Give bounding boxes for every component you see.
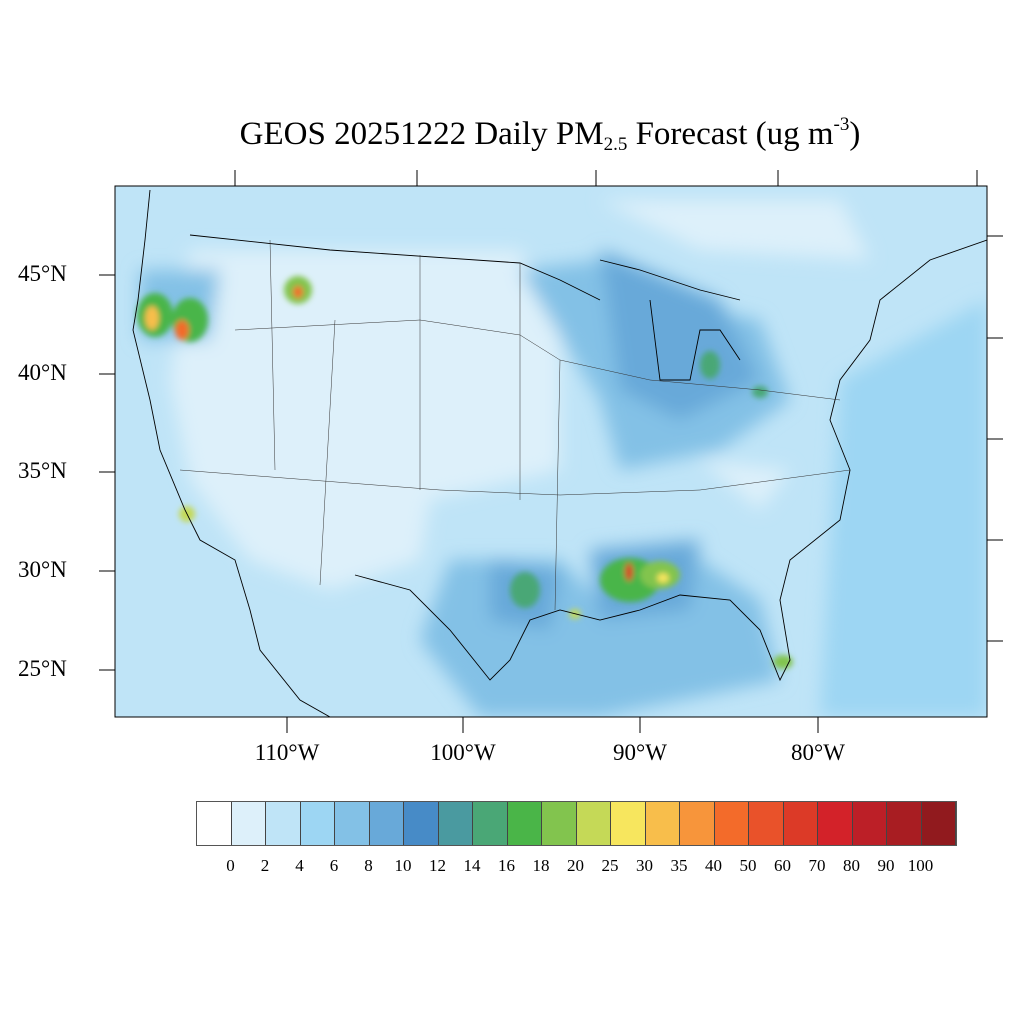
title-units: Forecast (ug m xyxy=(627,116,834,152)
lat-label: 40°N xyxy=(18,360,67,385)
colorbar-swatch xyxy=(335,802,370,845)
concentration-field xyxy=(115,186,987,717)
colorbar-label: 25 xyxy=(601,856,619,875)
colorbar-swatch xyxy=(921,802,956,845)
lat-label: 30°N xyxy=(18,557,67,582)
colorbar-label: 10 xyxy=(394,856,412,875)
colorbar-swatch xyxy=(680,802,715,845)
colorbar-label: 80 xyxy=(843,856,860,875)
colorbar-label: 50 xyxy=(739,856,757,875)
lat-label: 35°N xyxy=(18,458,67,483)
colorbar-swatch xyxy=(404,802,439,845)
colorbar-swatch xyxy=(576,802,611,845)
lon-label: 80°W xyxy=(791,740,845,765)
colorbar-label: 20 xyxy=(567,856,584,875)
colorbar-swatch xyxy=(266,802,301,845)
title-close: ) xyxy=(849,116,861,152)
title-superscript: -3 xyxy=(833,114,850,135)
lat-label: 45°N xyxy=(18,261,67,286)
colorbar-label: 16 xyxy=(498,856,515,875)
colorbar-label: 40 xyxy=(705,856,722,875)
colorbar-swatch xyxy=(611,802,646,845)
coastlines-and-borders xyxy=(132,189,987,717)
title-subscript: 2.5 xyxy=(603,134,628,155)
lat-label: 25°N xyxy=(18,656,67,681)
colorbar-swatch xyxy=(507,802,542,845)
colorbar-swatch xyxy=(473,802,508,845)
lon-label: 100°W xyxy=(430,740,496,765)
colorbar-label: 90 xyxy=(877,856,895,875)
colorbar-label: 6 xyxy=(329,856,339,875)
colorbar-label: 14 xyxy=(463,856,481,875)
colorbar-swatch xyxy=(887,802,922,845)
colorbar-label: 8 xyxy=(364,856,373,875)
state-borders xyxy=(179,239,851,611)
colorbar-label: 12 xyxy=(429,856,446,875)
colorbar-swatch xyxy=(542,802,577,845)
colorbar-label: 35 xyxy=(670,856,688,875)
colorbar-swatch xyxy=(783,802,818,845)
colorbar-label: 60 xyxy=(774,856,791,875)
colorbar-label: 18 xyxy=(532,856,550,875)
colorbar-label: 0 xyxy=(226,856,235,875)
colorbar-label: 2 xyxy=(260,856,270,875)
colorbar-swatch xyxy=(818,802,853,845)
lon-label: 110°W xyxy=(254,740,320,765)
colorbar-label: 70 xyxy=(808,856,826,875)
colorbar-label: 4 xyxy=(295,856,304,875)
colorbar-swatch xyxy=(645,802,680,845)
map-title: GEOS 20251222 Daily PM2.5 Forecast (ug m… xyxy=(0,114,1024,156)
colorbar-swatch xyxy=(749,802,784,845)
colorbar-label: 100 xyxy=(907,856,934,875)
colorbar-swatch xyxy=(714,802,749,845)
colorbar-swatch xyxy=(231,802,266,845)
colorbar-swatch xyxy=(438,802,473,845)
lon-label: 90°W xyxy=(613,740,667,765)
colorbar-swatch xyxy=(852,802,887,845)
colorbar-swatch xyxy=(369,802,404,845)
title-text: GEOS 20251222 Daily PM xyxy=(239,116,604,152)
colorbar-swatch xyxy=(300,802,335,845)
colorbar-label: 30 xyxy=(636,856,653,875)
colorbar xyxy=(196,801,957,846)
colorbar-swatch xyxy=(197,802,232,845)
axis-ticks xyxy=(99,170,1003,733)
